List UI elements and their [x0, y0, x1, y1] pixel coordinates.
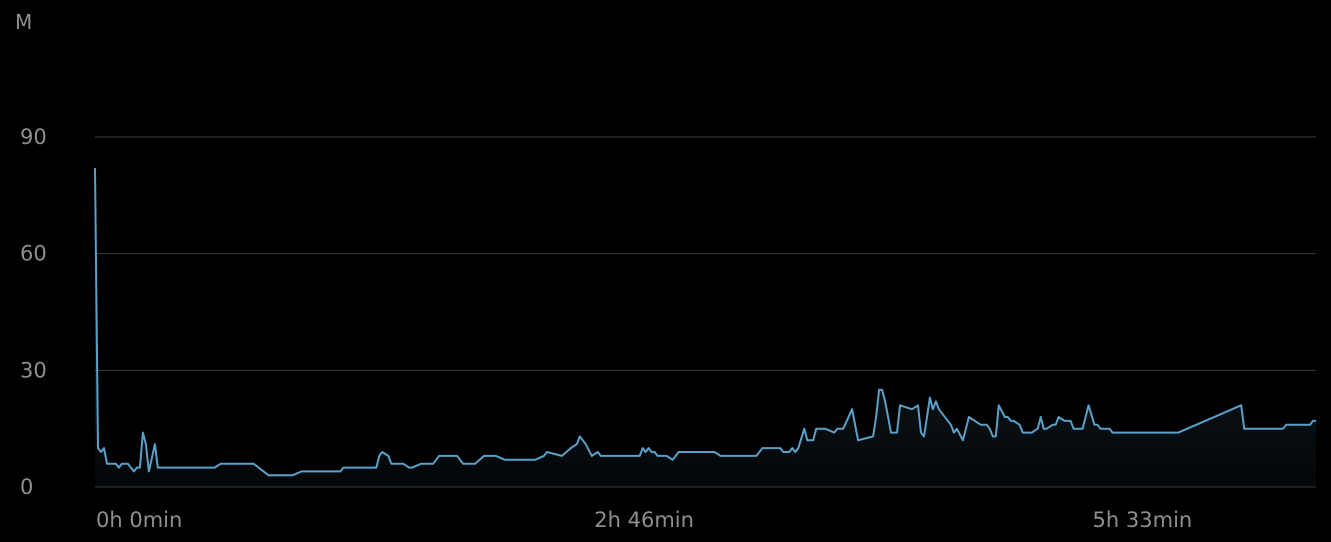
y-tick-label: 30	[20, 358, 47, 382]
y-tick-label: 0	[20, 475, 33, 499]
y-tick-label: 60	[20, 242, 47, 266]
series-area-fill	[95, 168, 1316, 487]
series-line	[95, 168, 1316, 475]
x-tick-label: 5h 33min	[1093, 508, 1193, 532]
x-tick-label: 0h 0min	[96, 508, 182, 532]
y-tick-label: 90	[20, 125, 47, 149]
x-tick-label: 2h 46min	[594, 508, 694, 532]
